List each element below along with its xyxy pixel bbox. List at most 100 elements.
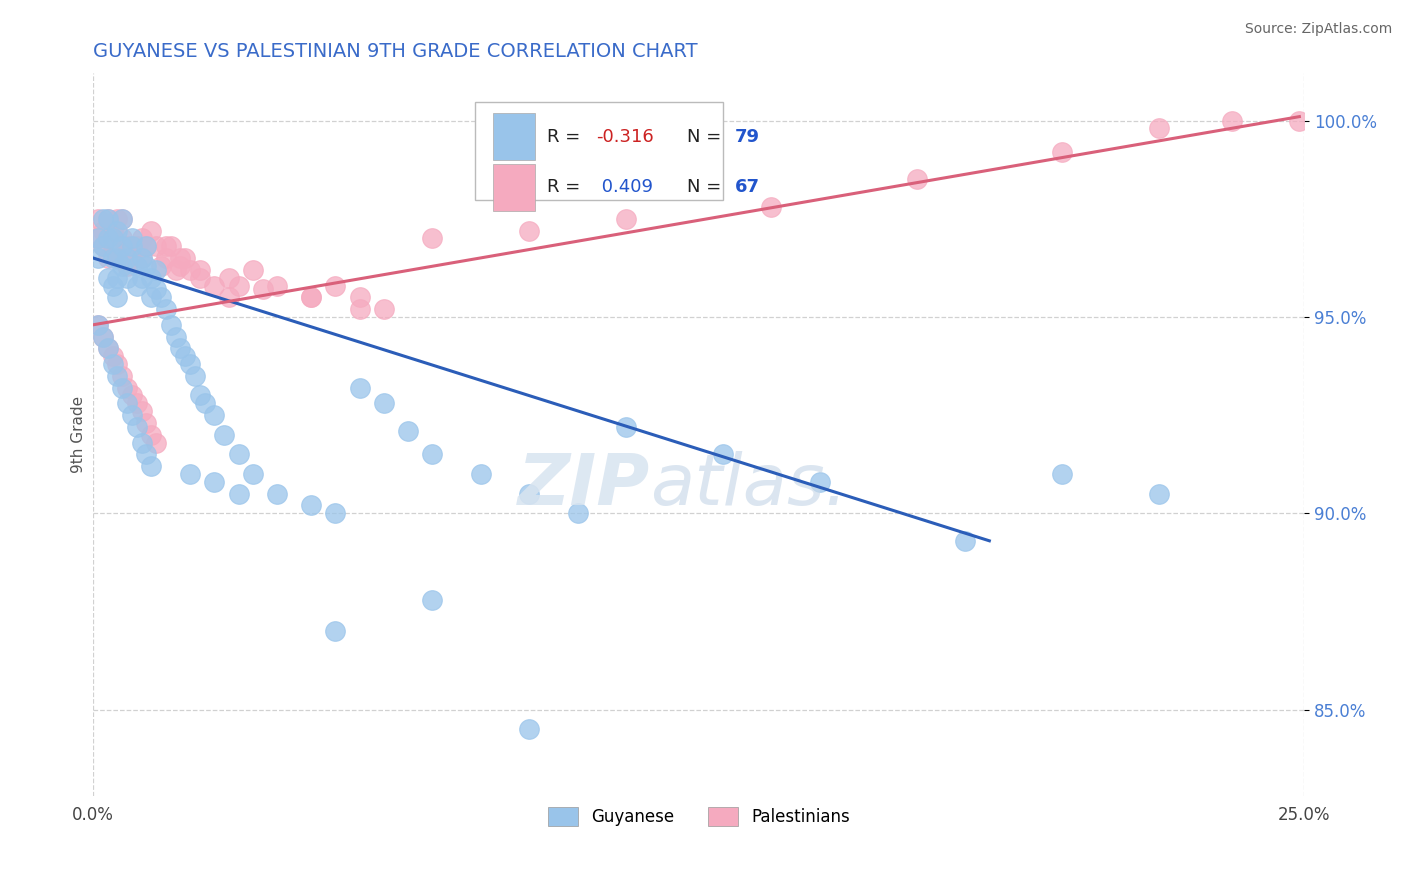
Point xyxy=(325,624,347,639)
Point xyxy=(179,262,201,277)
Point xyxy=(125,259,148,273)
Point xyxy=(87,231,110,245)
Point xyxy=(141,427,163,442)
Point xyxy=(808,475,831,489)
Point xyxy=(242,467,264,481)
Point xyxy=(150,259,173,273)
Point xyxy=(202,278,225,293)
Point xyxy=(470,467,492,481)
Point xyxy=(101,223,124,237)
Point xyxy=(121,408,143,422)
Text: -0.316: -0.316 xyxy=(596,128,654,145)
Point xyxy=(761,200,783,214)
Text: GUYANESE VS PALESTINIAN 9TH GRADE CORRELATION CHART: GUYANESE VS PALESTINIAN 9TH GRADE CORREL… xyxy=(93,42,697,61)
Point xyxy=(125,239,148,253)
Point xyxy=(517,723,540,737)
Point xyxy=(111,211,134,226)
Point xyxy=(252,282,274,296)
Point xyxy=(101,357,124,371)
Point xyxy=(107,223,129,237)
Point xyxy=(111,231,134,245)
Point xyxy=(174,251,197,265)
Point xyxy=(228,278,250,293)
Point xyxy=(87,251,110,265)
Point xyxy=(299,290,322,304)
Point xyxy=(155,251,177,265)
Point xyxy=(184,368,207,383)
Point xyxy=(135,239,157,253)
Text: 79: 79 xyxy=(735,128,761,145)
Point xyxy=(169,259,191,273)
Point xyxy=(228,486,250,500)
Point xyxy=(299,499,322,513)
Point xyxy=(1050,467,1073,481)
Point xyxy=(107,368,129,383)
Point xyxy=(131,251,153,265)
Point xyxy=(188,262,211,277)
Point xyxy=(115,239,138,253)
Point xyxy=(111,211,134,226)
Point xyxy=(115,381,138,395)
Point xyxy=(91,239,114,253)
Text: N =: N = xyxy=(686,178,727,196)
Point xyxy=(141,270,163,285)
Point xyxy=(141,223,163,237)
Point xyxy=(135,259,157,273)
Point xyxy=(107,290,129,304)
Point xyxy=(145,435,167,450)
Point xyxy=(131,231,153,245)
Text: R =: R = xyxy=(547,178,586,196)
Point xyxy=(115,270,138,285)
Point xyxy=(614,420,637,434)
Point xyxy=(91,329,114,343)
Point xyxy=(159,318,181,332)
Point xyxy=(567,506,589,520)
Point xyxy=(242,262,264,277)
Point xyxy=(97,251,120,265)
Point xyxy=(131,270,153,285)
Point xyxy=(107,270,129,285)
Point xyxy=(135,447,157,461)
Point xyxy=(420,447,443,461)
Text: ZIP: ZIP xyxy=(517,450,650,520)
Point xyxy=(91,211,114,226)
Point xyxy=(115,396,138,410)
Point xyxy=(91,329,114,343)
Point xyxy=(218,270,240,285)
Point xyxy=(155,301,177,316)
Point xyxy=(107,357,129,371)
Point xyxy=(135,416,157,430)
Point xyxy=(420,592,443,607)
Point xyxy=(87,211,110,226)
Point xyxy=(179,357,201,371)
Point xyxy=(349,381,371,395)
Point xyxy=(1288,113,1310,128)
Text: Source: ZipAtlas.com: Source: ZipAtlas.com xyxy=(1244,22,1392,37)
Point xyxy=(121,388,143,402)
Point xyxy=(159,239,181,253)
Point xyxy=(97,211,120,226)
Point xyxy=(218,290,240,304)
Point xyxy=(135,239,157,253)
Point xyxy=(101,251,124,265)
Point xyxy=(202,475,225,489)
Point xyxy=(101,231,124,245)
Point xyxy=(169,251,191,265)
Point xyxy=(101,349,124,363)
Point xyxy=(141,459,163,474)
Point xyxy=(188,270,211,285)
Point xyxy=(953,533,976,548)
Point xyxy=(905,172,928,186)
Y-axis label: 9th Grade: 9th Grade xyxy=(72,396,86,474)
Point xyxy=(131,404,153,418)
Point xyxy=(97,342,120,356)
Point xyxy=(87,318,110,332)
Point xyxy=(212,427,235,442)
Point xyxy=(174,349,197,363)
Point xyxy=(325,506,347,520)
Point xyxy=(91,223,114,237)
Point xyxy=(165,329,187,343)
Text: 67: 67 xyxy=(735,178,761,196)
Point xyxy=(101,278,124,293)
Point xyxy=(111,239,134,253)
